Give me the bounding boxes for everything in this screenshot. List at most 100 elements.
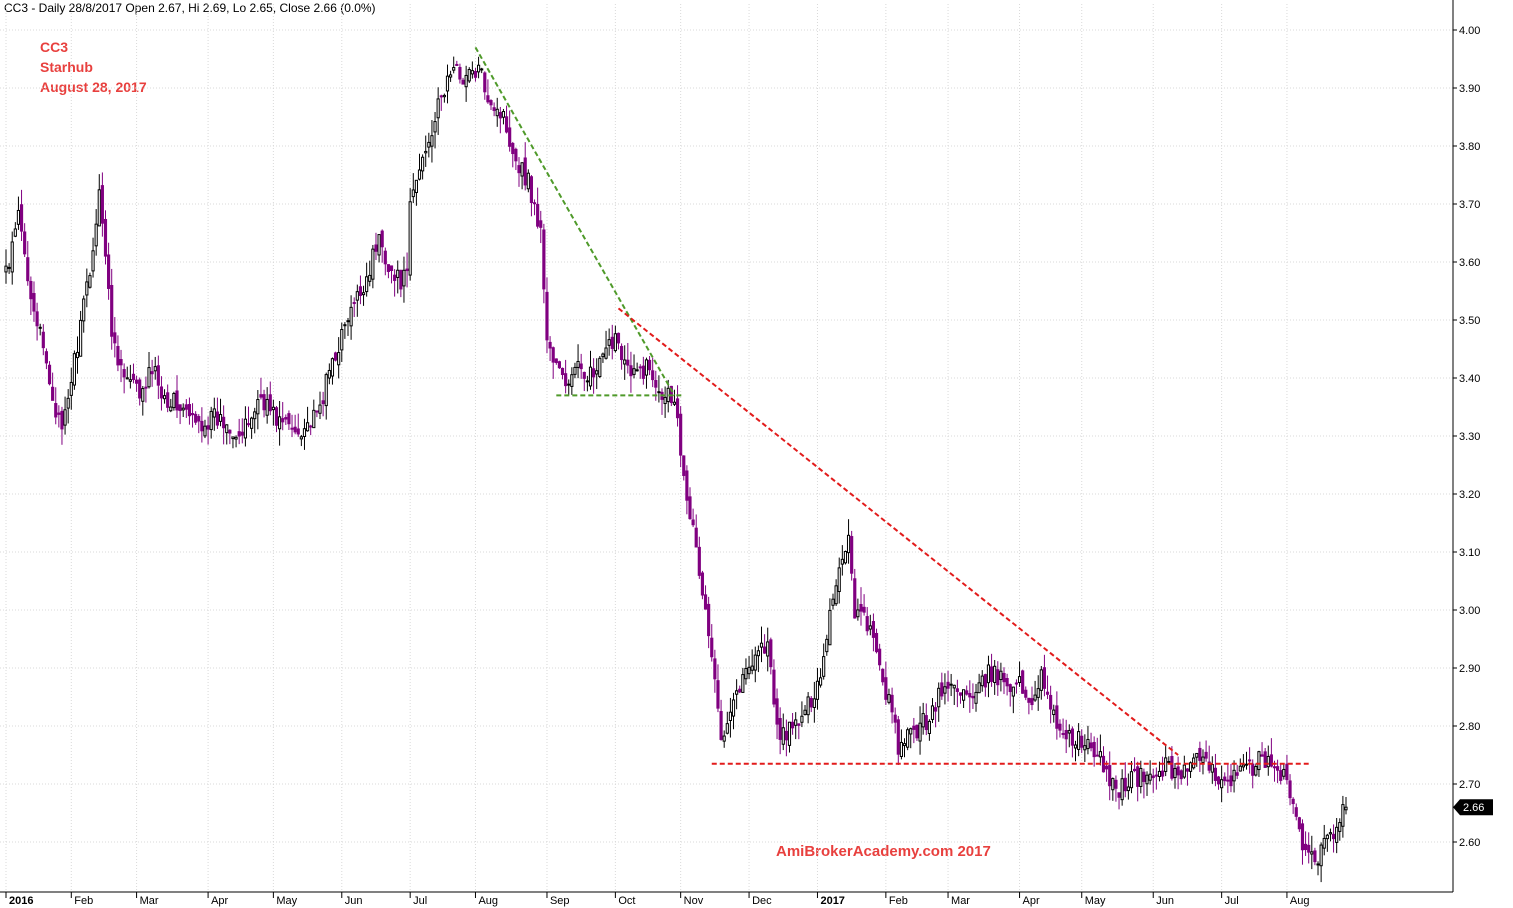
y-tick-label: 3.80 [1459, 141, 1480, 153]
candle-body [965, 690, 969, 695]
candle [424, 135, 428, 167]
candle [365, 262, 369, 297]
candle [85, 268, 89, 308]
candle-body [791, 721, 795, 729]
candle-body [1123, 777, 1127, 792]
candle-body [906, 729, 910, 748]
candle-body [980, 675, 984, 687]
candle [324, 372, 328, 420]
candle [321, 391, 325, 417]
candle [253, 407, 257, 434]
candle-body [54, 403, 58, 418]
candle-body [274, 407, 279, 426]
candle [1341, 795, 1345, 838]
candle-body [1095, 754, 1099, 757]
candle [427, 132, 431, 158]
candle-body [685, 470, 689, 501]
candle [965, 685, 969, 696]
candle-body [1049, 694, 1053, 710]
candle-body [1030, 698, 1034, 706]
candle-body [520, 162, 524, 177]
candle-body [1322, 837, 1326, 849]
candle [554, 358, 558, 365]
y-tick-label: 3.00 [1459, 605, 1480, 617]
candle-body [707, 603, 711, 637]
candle-body [265, 398, 269, 416]
candle [411, 173, 415, 204]
candle-body [333, 352, 338, 361]
candle-body [623, 359, 627, 365]
candle-body [675, 398, 680, 419]
candle [1160, 756, 1165, 781]
candle-body [82, 298, 86, 322]
candle-body [1282, 768, 1286, 777]
candle [738, 685, 742, 694]
candle [32, 281, 36, 322]
candle-body [794, 719, 798, 726]
candle [747, 656, 751, 680]
candle-body [1313, 850, 1317, 863]
candle [971, 683, 975, 709]
candle [551, 346, 555, 379]
candle [222, 405, 226, 445]
candle [809, 696, 813, 713]
candle [305, 406, 310, 432]
candle-body [166, 392, 170, 408]
candle-body [162, 395, 167, 400]
candle-body [962, 689, 966, 701]
candle [675, 385, 680, 427]
candle-body [958, 692, 963, 696]
x-tick-label: Nov [684, 895, 704, 907]
candle-body [1070, 728, 1074, 746]
candle [1254, 763, 1258, 777]
candle [859, 587, 863, 626]
candle-body [480, 68, 484, 71]
candle [417, 153, 422, 181]
candle [38, 323, 42, 336]
candle [455, 60, 459, 66]
candle-body [551, 347, 555, 363]
candle [803, 705, 807, 716]
candle-body [1154, 774, 1158, 777]
candle [1182, 755, 1186, 779]
candle [1207, 745, 1211, 774]
candle-body [1226, 779, 1230, 782]
candle-body [473, 70, 478, 78]
candle-body [1254, 766, 1258, 776]
candle-body [427, 141, 431, 148]
candle-body [1058, 723, 1062, 731]
candle [697, 536, 701, 579]
candle-body [1316, 863, 1320, 866]
candle [131, 363, 136, 384]
candle-body [831, 598, 835, 606]
candle [542, 223, 546, 304]
candle [862, 594, 866, 616]
candle-body [153, 366, 157, 372]
candle-body [1173, 767, 1177, 779]
x-tick-label: Jul [413, 895, 427, 907]
candle [1073, 740, 1078, 762]
candle [259, 377, 263, 400]
candle [498, 106, 502, 134]
candle [1120, 769, 1124, 806]
candle-body [511, 142, 515, 155]
candle-body [610, 336, 614, 349]
candle-body [88, 275, 92, 288]
candle-body [110, 285, 114, 337]
candle [896, 715, 900, 766]
candle-body [576, 360, 580, 368]
candle [1142, 768, 1146, 799]
candle-body [1185, 768, 1190, 772]
candle-body [647, 359, 652, 371]
candle [1126, 773, 1130, 800]
candle [526, 169, 530, 193]
candle-body [1223, 776, 1227, 782]
candle-body [778, 718, 782, 740]
candle [159, 376, 164, 411]
candle-body [1064, 729, 1068, 740]
candle [921, 702, 925, 735]
candle [1080, 729, 1084, 754]
candle-body [1014, 682, 1019, 685]
candle-body [1021, 670, 1025, 694]
